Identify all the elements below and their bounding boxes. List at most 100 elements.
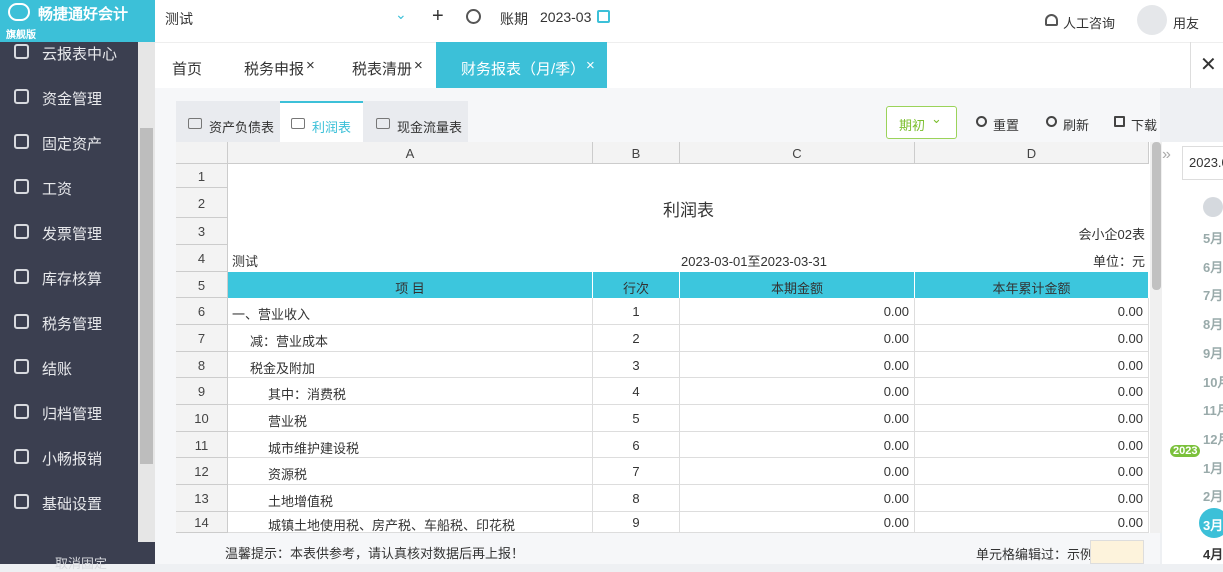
month[interactable]: 11月: [1203, 403, 1223, 419]
month[interactable]: 5月: [1203, 231, 1223, 246]
cell[interactable]: 营业税: [228, 405, 593, 432]
menu-item[interactable]: 归档管理: [42, 406, 103, 423]
logo-name: 畅捷通好会计: [38, 6, 129, 23]
cell[interactable]: 0.00: [915, 485, 1149, 512]
column-title: 项 目: [228, 272, 593, 298]
opening-label: 期初: [899, 118, 926, 133]
cell[interactable]: 一、营业收入: [228, 298, 593, 325]
cell[interactable]: 0.00: [915, 432, 1149, 458]
unpin[interactable]: 取消固定: [55, 556, 108, 571]
avatar: [1137, 5, 1167, 35]
tab-close[interactable]: ×: [414, 57, 423, 74]
settings-btn[interactable]: [466, 9, 481, 24]
expand-btn[interactable]: »: [1162, 146, 1171, 163]
menu-item[interactable]: 发票管理: [42, 226, 103, 243]
tab-close[interactable]: ×: [306, 57, 315, 74]
menu-item[interactable]: 云报表中心: [42, 46, 118, 63]
cell[interactable]: 5: [593, 405, 680, 432]
month[interactable]: 8月: [1203, 317, 1223, 333]
cell[interactable]: 1: [593, 298, 680, 325]
row-number: 5: [176, 272, 228, 298]
report-tab-label[interactable]: 利润表: [312, 120, 352, 135]
cell[interactable]: 0.00: [915, 458, 1149, 485]
cell[interactable]: 0.00: [680, 325, 915, 352]
cell[interactable]: 城镇土地使用税、房产税、车船税、印花税: [228, 512, 593, 533]
cell[interactable]: 0.00: [915, 512, 1149, 533]
report-tab[interactable]: [280, 101, 363, 142]
cell[interactable]: 7: [593, 458, 680, 485]
menu-item[interactable]: 小畅报销: [42, 451, 103, 468]
report-tab-label[interactable]: 现金流量表: [397, 120, 463, 135]
report-tab-label[interactable]: 资产负债表: [209, 120, 275, 135]
cell[interactable]: 9: [593, 512, 680, 533]
tab[interactable]: 财务报表（月/季）: [461, 61, 586, 78]
period-value[interactable]: 2023-03: [540, 9, 592, 25]
cell[interactable]: 0.00: [680, 458, 915, 485]
menu-item[interactable]: 工资: [42, 181, 73, 198]
cell[interactable]: 0.00: [915, 378, 1149, 405]
menu-item[interactable]: 税务管理: [42, 316, 103, 333]
period-label: 账期: [500, 11, 528, 27]
cell[interactable]: 4: [593, 378, 680, 405]
user-name[interactable]: 用友: [1173, 16, 1200, 31]
menu-item[interactable]: 库存核算: [42, 271, 103, 288]
corner: [176, 142, 228, 164]
period-input[interactable]: 2023.0: [1182, 146, 1223, 180]
month[interactable]: 2月: [1203, 489, 1223, 504]
opening-btn[interactable]: [886, 106, 957, 139]
cell[interactable]: 其中：消费税: [228, 378, 593, 405]
cell[interactable]: 8: [593, 485, 680, 512]
cell[interactable]: 6: [593, 432, 680, 458]
month[interactable]: 9月: [1203, 345, 1223, 361]
reset-btn[interactable]: 重置: [993, 118, 1020, 133]
report-tab[interactable]: [176, 101, 280, 142]
cell[interactable]: 0.00: [915, 298, 1149, 325]
report-tab[interactable]: [363, 101, 468, 142]
sheet: [176, 142, 1150, 533]
cell[interactable]: 0.00: [680, 298, 915, 325]
row-number: 1: [176, 164, 228, 188]
cell[interactable]: 土地增值税: [228, 485, 593, 512]
menu-item[interactable]: 基础设置: [42, 496, 103, 513]
menu-item[interactable]: 资金管理: [42, 91, 103, 108]
cell[interactable]: 0.00: [680, 352, 915, 378]
menu-item[interactable]: 结账: [42, 361, 73, 378]
tab[interactable]: 税表清册: [352, 61, 413, 78]
up-btn[interactable]: [1203, 197, 1223, 217]
month[interactable]: 1月: [1203, 461, 1223, 476]
menu-item[interactable]: 固定资产: [42, 136, 103, 153]
cell[interactable]: 0.00: [680, 378, 915, 405]
cell[interactable]: 0.00: [680, 405, 915, 432]
tab[interactable]: 首页: [172, 61, 203, 78]
cell[interactable]: 减：营业成本: [228, 325, 593, 352]
cell[interactable]: 3: [593, 352, 680, 378]
cell[interactable]: 城市维护建设税: [228, 432, 593, 458]
cell[interactable]: 资源税: [228, 458, 593, 485]
tab-close[interactable]: ×: [586, 57, 595, 74]
add-btn[interactable]: +: [432, 5, 444, 27]
cell[interactable]: 0.00: [680, 432, 915, 458]
cell[interactable]: 2: [593, 325, 680, 352]
month[interactable]: 10月: [1203, 374, 1223, 390]
month[interactable]: 3月: [1203, 518, 1223, 533]
tab[interactable]: 税务申报: [244, 61, 305, 78]
month[interactable]: 6月: [1203, 259, 1223, 275]
cell[interactable]: 0.00: [915, 352, 1149, 378]
cell[interactable]: 0.00: [680, 485, 915, 512]
sidebar-bottom: [0, 546, 155, 564]
cell[interactable]: 0.00: [915, 405, 1149, 432]
row-number: 2: [176, 188, 228, 218]
menu-icon: [14, 179, 29, 194]
account-select[interactable]: 测试: [165, 11, 193, 27]
cell[interactable]: 0.00: [680, 512, 915, 533]
support-btn[interactable]: 人工咨询: [1063, 16, 1116, 31]
download-btn[interactable]: 下载: [1131, 118, 1158, 133]
cell[interactable]: 税金及附加: [228, 352, 593, 378]
close-all[interactable]: ✕: [1190, 42, 1223, 88]
refresh-btn[interactable]: 刷新: [1063, 118, 1090, 133]
month[interactable]: 4月: [1203, 547, 1223, 562]
column-title: 行次: [593, 272, 680, 298]
month[interactable]: 12月: [1203, 431, 1223, 447]
cell[interactable]: 0.00: [915, 325, 1149, 352]
month[interactable]: 7月: [1203, 288, 1223, 304]
